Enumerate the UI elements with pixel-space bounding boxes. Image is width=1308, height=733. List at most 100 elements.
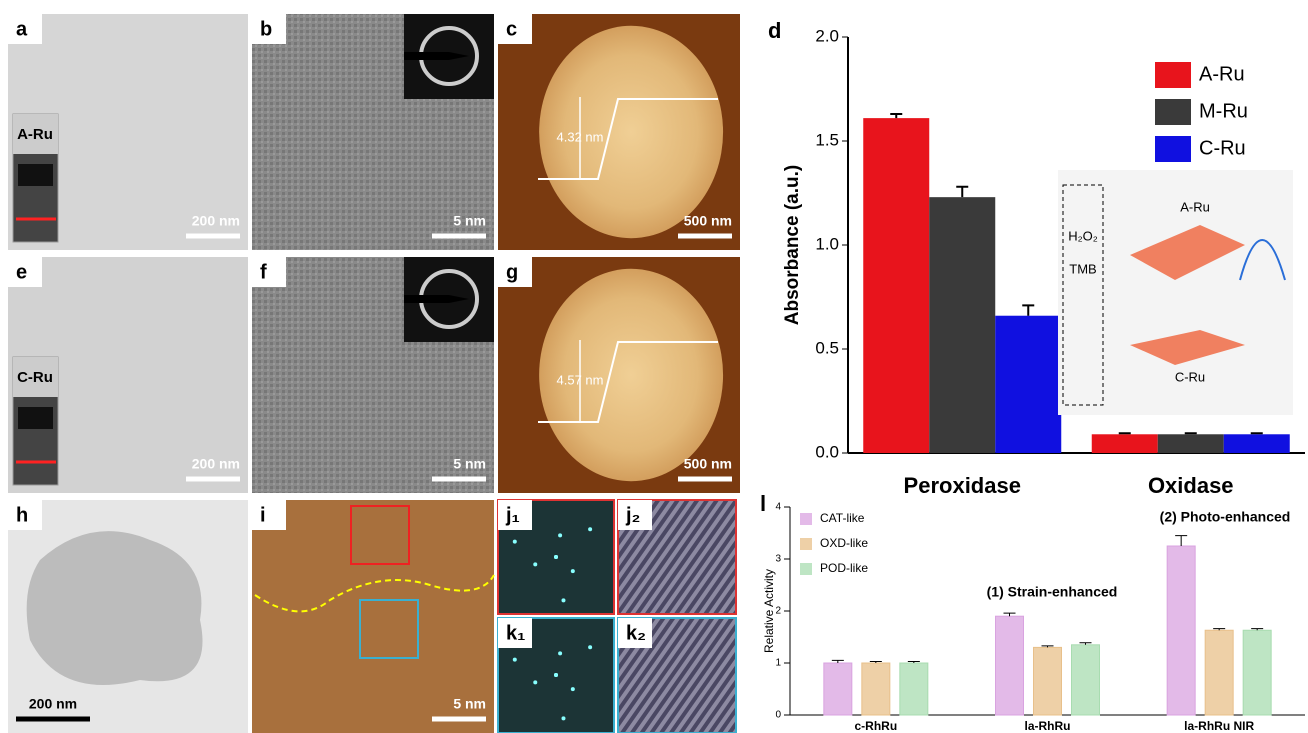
y-tick-label: 0.0 — [815, 442, 839, 461]
bar — [1204, 629, 1234, 716]
y-tick-label: 4 — [775, 502, 781, 513]
panel-label: f — [260, 261, 267, 283]
height-profile — [538, 98, 718, 180]
label-badge — [618, 618, 652, 648]
height-label: 4.57 nm — [557, 372, 604, 387]
tag-bg — [13, 357, 58, 397]
label-badge — [498, 618, 532, 648]
fft-spot — [533, 562, 538, 567]
panel-label: a — [16, 18, 28, 40]
fft-spot — [588, 645, 593, 650]
error-bar — [1022, 304, 1035, 316]
height-profile — [538, 341, 718, 423]
legend-label: POD-like — [820, 561, 868, 575]
fft-spot — [558, 533, 563, 538]
peak — [1239, 239, 1286, 281]
fft-spot — [512, 539, 517, 544]
error-bar — [1213, 628, 1226, 631]
error-bar — [831, 659, 844, 663]
scale-bar-label: 5 nm — [453, 213, 486, 229]
scale-bar-label: 200 nm — [192, 213, 240, 229]
y-axis-label: Absorbance (a.u.) — [782, 165, 803, 325]
height-label: 4.32 nm — [557, 129, 604, 144]
scale-bar-label: 5 nm — [453, 696, 486, 712]
x-tick-label: Peroxidase — [904, 473, 1021, 498]
tag-bg — [13, 114, 58, 154]
bar — [929, 197, 996, 453]
panel-label: k₁ — [506, 622, 525, 644]
legend-swatch — [800, 538, 812, 550]
label-badge — [498, 14, 532, 44]
bar — [899, 662, 929, 716]
error-bar — [869, 660, 882, 663]
fft-spot — [570, 569, 575, 574]
bar — [995, 615, 1024, 716]
inset-label: C-Ru — [1175, 369, 1205, 384]
x-tick-label: Oxidase — [1148, 473, 1234, 498]
error-bar — [1251, 628, 1264, 631]
legend-label: M-Ru — [1199, 100, 1248, 122]
bar — [1033, 646, 1062, 716]
scale-bar-label: 500 nm — [684, 456, 732, 472]
bar — [995, 315, 1062, 453]
fft-spot — [512, 657, 517, 662]
boundary — [254, 574, 495, 613]
inset — [1058, 170, 1293, 415]
error-bar — [890, 112, 903, 119]
label-badge — [8, 14, 42, 44]
annotation: (2) Photo-enhanced — [1160, 509, 1291, 525]
error-bar — [1250, 432, 1263, 435]
sample-tag: C-Ru — [17, 369, 53, 386]
fft-spot — [561, 598, 566, 603]
sheet-c — [1130, 330, 1245, 365]
panel-label: b — [260, 18, 272, 40]
error-bar — [1003, 612, 1016, 617]
y-tick-label: 2 — [775, 606, 781, 617]
label-badge — [8, 257, 42, 287]
inset-label: H₂O₂ — [1068, 228, 1098, 243]
fft-spot — [554, 673, 558, 677]
panel-label: j₂ — [625, 504, 640, 526]
scale-bar-label: 200 nm — [29, 696, 77, 712]
fft-spot — [558, 651, 563, 656]
label-badge — [618, 500, 652, 530]
sample-tag: A-Ru — [17, 126, 53, 143]
y-tick-label: 0.5 — [815, 338, 839, 357]
scale-bar-label: 5 nm — [453, 456, 486, 472]
bar — [1071, 644, 1100, 716]
error-bar — [1184, 432, 1197, 435]
y-tick-label: 1.5 — [815, 130, 839, 149]
nanosheet — [26, 531, 203, 685]
error-bar — [907, 660, 920, 663]
error-bar — [1041, 645, 1054, 648]
bar — [863, 118, 930, 454]
y-tick-label: 1.0 — [815, 234, 839, 253]
label-badge — [252, 14, 286, 44]
chart-label: l — [760, 491, 766, 516]
fft-spot — [533, 680, 538, 685]
fft-spot — [554, 555, 558, 559]
inset-label: TMB — [1069, 261, 1096, 276]
panel-label: c — [506, 18, 517, 40]
inset-box — [1062, 184, 1104, 406]
label-badge — [8, 500, 42, 530]
roi-red — [350, 505, 410, 565]
legend-swatch — [1155, 62, 1191, 88]
scale-bar-label: 500 nm — [684, 213, 732, 229]
fft-spot — [570, 687, 575, 692]
x-tick-label: la-RhRu — [1025, 719, 1071, 733]
panel-label: k₂ — [626, 622, 646, 644]
beam-stop — [404, 52, 469, 60]
x-tick-label: c-RhRu — [854, 719, 897, 733]
sheet-a — [1130, 225, 1245, 280]
chart-label: d — [768, 18, 781, 43]
panel-label: e — [16, 261, 27, 283]
legend-swatch — [1155, 136, 1191, 162]
legend-label: CAT-like — [820, 511, 865, 525]
vial-cap — [18, 407, 53, 429]
bar — [1242, 629, 1272, 716]
y-axis-label: Relative Activity — [762, 569, 776, 653]
legend-label: OXD-like — [820, 536, 868, 550]
y-tick-label: 3 — [775, 554, 781, 565]
